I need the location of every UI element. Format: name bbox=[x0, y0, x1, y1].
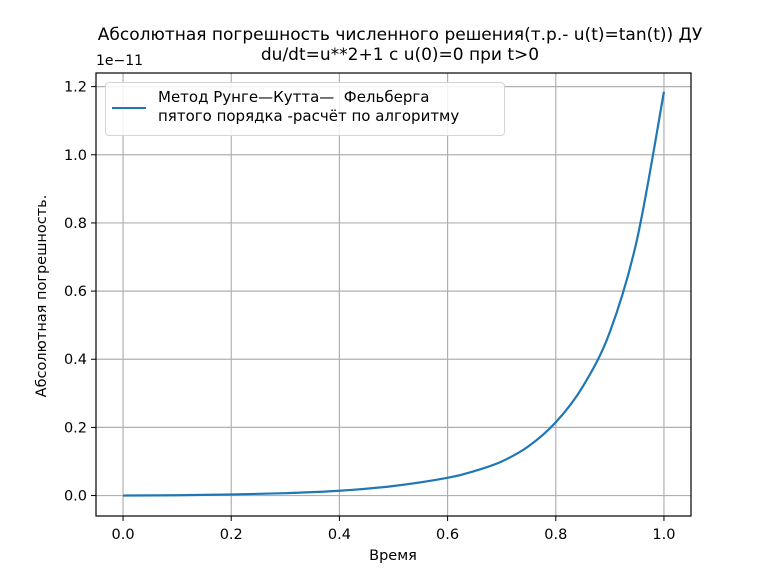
axes-frame bbox=[95, 72, 692, 517]
legend-label: Метод Рунге—Кутта— Фельберга пятого поря… bbox=[158, 88, 459, 126]
x-tick-label: 0.0 bbox=[112, 527, 135, 543]
x-tick-label: 0.4 bbox=[328, 527, 351, 543]
data-series-line bbox=[123, 91, 666, 497]
y-tick-label: 0.0 bbox=[64, 489, 87, 505]
x-axis-label: Время bbox=[369, 548, 417, 564]
x-tick-label: 1.0 bbox=[652, 527, 675, 543]
y-axis-offset-label: 1e−11 bbox=[96, 53, 144, 69]
legend-label-line-1: Метод Рунге—Кутта— Фельберга bbox=[158, 88, 430, 106]
chart-title-line-1: Абсолютная погрешность численного решени… bbox=[97, 25, 703, 45]
y-tick-label: 0.4 bbox=[64, 352, 87, 368]
legend-line-swatch bbox=[112, 107, 146, 109]
y-axis-label: Абсолютная погрешность. bbox=[34, 194, 50, 398]
y-tick-label: 1.2 bbox=[64, 80, 87, 96]
chart-title-line-2: du/dt=u**2+1 с u(0)=0 при t>0 bbox=[260, 45, 540, 65]
x-tick-label: 0.8 bbox=[544, 527, 567, 543]
legend: Метод Рунге—Кутта— Фельберга пятого поря… bbox=[105, 82, 505, 136]
y-tick-label: 0.6 bbox=[64, 284, 87, 300]
legend-label-line-2: пятого порядка -расчёт по алгоритму bbox=[158, 107, 460, 125]
y-tick-label: 0.8 bbox=[64, 216, 87, 232]
y-tick-label: 1.0 bbox=[64, 148, 87, 164]
x-tick-label: 0.6 bbox=[436, 527, 459, 543]
y-tick-label: 0.2 bbox=[64, 420, 87, 436]
x-tick-label: 0.2 bbox=[220, 527, 243, 543]
